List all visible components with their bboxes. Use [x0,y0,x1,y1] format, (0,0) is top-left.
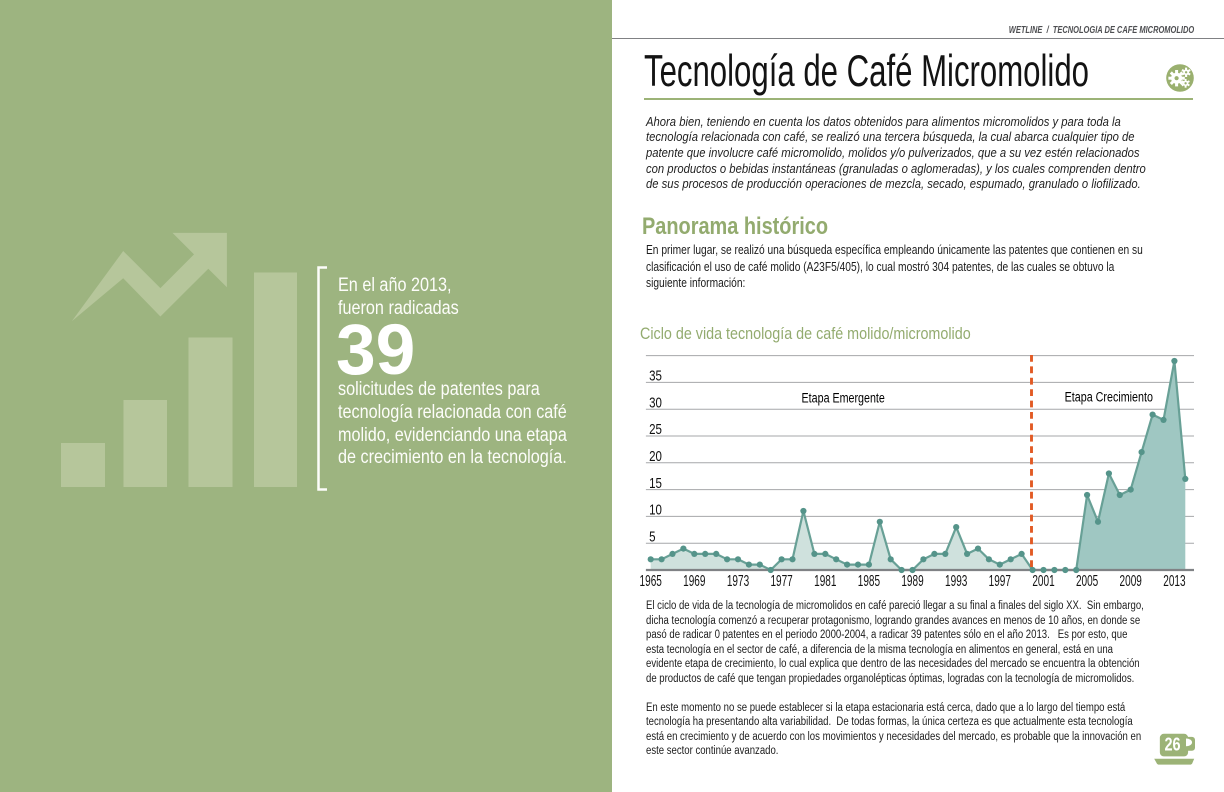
svg-text:20: 20 [649,448,662,465]
svg-text:5: 5 [649,528,655,545]
svg-text:2005: 2005 [1076,573,1098,590]
svg-text:Etapa Emergente: Etapa Emergente [802,391,885,406]
svg-text:30: 30 [649,394,662,411]
svg-text:1993: 1993 [945,573,967,590]
svg-text:1985: 1985 [858,573,880,590]
svg-text:1997: 1997 [989,573,1011,590]
svg-text:1977: 1977 [770,573,792,590]
svg-text:35: 35 [649,368,662,385]
svg-text:1981: 1981 [814,573,836,590]
svg-text:10: 10 [649,502,662,519]
svg-text:2001: 2001 [1032,573,1054,590]
svg-text:2009: 2009 [1120,573,1142,590]
svg-text:2013: 2013 [1163,573,1185,590]
svg-text:1973: 1973 [727,573,749,590]
svg-text:26: 26 [1165,734,1181,755]
svg-text:25: 25 [649,421,662,438]
svg-text:1989: 1989 [901,573,923,590]
svg-text:15: 15 [649,475,662,492]
svg-text:1969: 1969 [683,573,705,590]
svg-text:Etapa Crecimiento: Etapa Crecimiento [1065,389,1153,404]
svg-text:1965: 1965 [640,573,662,590]
